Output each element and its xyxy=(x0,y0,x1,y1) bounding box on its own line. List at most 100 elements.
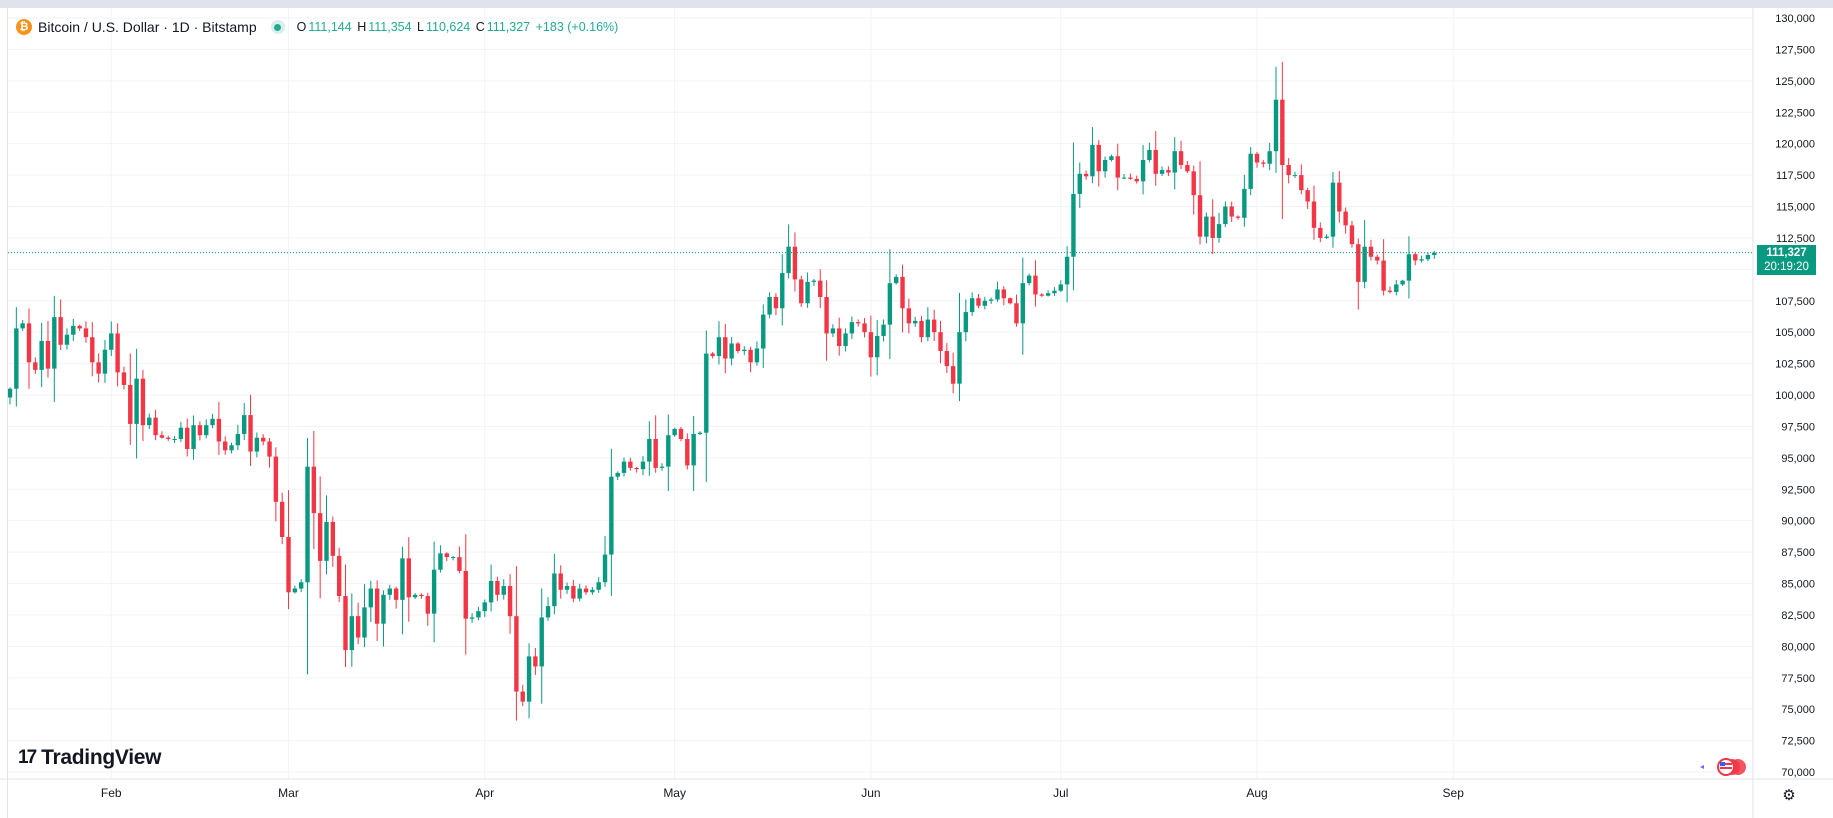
symbol-legend[interactable]: ₿ Bitcoin / U.S. Dollar · 1D · Bitstamp … xyxy=(16,17,620,37)
candle-body xyxy=(906,308,912,324)
candle-body xyxy=(830,328,836,334)
candle-body xyxy=(894,276,899,284)
candle-body xyxy=(191,425,196,450)
candle-body xyxy=(463,570,468,619)
left-border xyxy=(7,8,8,818)
candle-body xyxy=(615,472,620,477)
candle-body xyxy=(1077,173,1082,194)
candle-body xyxy=(1014,303,1019,324)
candle-body xyxy=(1356,244,1361,282)
x-tick-label: Feb xyxy=(101,786,122,800)
candle-body xyxy=(64,334,70,345)
candle-body xyxy=(1166,170,1171,173)
candle-body xyxy=(1115,156,1120,178)
candle-body xyxy=(134,378,139,424)
candle-body xyxy=(754,348,760,363)
candle-body xyxy=(1039,294,1044,296)
candle-body xyxy=(1128,177,1133,179)
candle-body xyxy=(672,428,677,436)
candle-body xyxy=(723,337,728,359)
candle-body xyxy=(254,437,260,452)
candle-body xyxy=(140,378,146,426)
candle-body xyxy=(26,323,32,363)
candle-body xyxy=(166,437,171,439)
candle-body xyxy=(147,417,152,426)
high-key: H xyxy=(357,20,367,34)
candle-body xyxy=(1178,151,1184,166)
candle-body xyxy=(235,433,241,446)
candle-body xyxy=(1058,284,1063,291)
candle-body xyxy=(286,537,291,593)
candle-body xyxy=(666,435,671,467)
candle-body xyxy=(362,607,367,638)
candle-body xyxy=(887,283,893,325)
candle-body xyxy=(1197,195,1203,237)
candle-body xyxy=(868,332,874,358)
candle-body xyxy=(583,588,589,593)
candle-body xyxy=(602,554,608,583)
candle-body xyxy=(900,276,905,309)
candle-body xyxy=(925,319,931,338)
candle-body xyxy=(1096,144,1101,172)
x-tick-label: May xyxy=(663,786,686,800)
candle-body xyxy=(1001,289,1007,299)
candle-body xyxy=(349,616,355,651)
candle-body xyxy=(1185,165,1190,172)
candle-body xyxy=(1204,216,1209,237)
candle-body xyxy=(976,298,981,306)
candle-body xyxy=(596,582,601,590)
candle-body xyxy=(412,594,418,598)
y-tick-label: 87,500 xyxy=(1781,547,1815,559)
candle-body xyxy=(197,425,203,436)
candle-body xyxy=(558,573,563,590)
candle-body xyxy=(1273,99,1279,152)
candle-body xyxy=(1261,162,1266,164)
candle-body xyxy=(716,337,722,357)
y-tick-label: 127,500 xyxy=(1775,44,1815,56)
low-key: L xyxy=(417,20,424,34)
candle-body xyxy=(837,328,842,346)
candle-body xyxy=(1083,173,1089,177)
candle-body xyxy=(1406,254,1412,281)
candle-body xyxy=(742,349,747,352)
candle-body xyxy=(14,328,19,389)
candle-body xyxy=(691,433,696,466)
candle-body xyxy=(875,335,880,358)
close-key: C xyxy=(475,20,485,34)
ohlc-values: O 111,144 H 111,354 L 110,624 C 111,327 +183… xyxy=(297,20,621,34)
low-value: 110,624 xyxy=(426,20,471,34)
candle-body xyxy=(488,580,494,603)
candle-body xyxy=(792,246,798,280)
candle-body xyxy=(988,299,994,301)
candle-body xyxy=(368,588,374,608)
candle-body xyxy=(767,296,772,315)
gear-icon[interactable]: ⚙ xyxy=(1782,787,1796,804)
x-tick-label: Aug xyxy=(1246,786,1267,800)
candle-body xyxy=(1248,153,1253,189)
candle-body xyxy=(204,425,209,436)
open-value: 111,144 xyxy=(308,20,352,34)
candle-body xyxy=(590,589,595,593)
top-border xyxy=(0,0,1833,8)
candle-body xyxy=(425,596,430,614)
flag-icon[interactable] xyxy=(1698,757,1750,777)
candle-body xyxy=(336,555,342,597)
candle-body xyxy=(45,340,51,369)
candle-body xyxy=(1394,284,1399,292)
candle-body xyxy=(843,333,848,346)
candle-body xyxy=(1419,259,1424,261)
candle-body xyxy=(1020,283,1025,324)
tradingview-logo[interactable]: 17 TradingView xyxy=(18,746,161,770)
tradingview-wordmark: TradingView xyxy=(41,746,162,769)
candle-body xyxy=(659,466,665,468)
candle-body xyxy=(71,325,76,335)
candle-body xyxy=(1311,201,1317,228)
candle-body xyxy=(514,616,519,692)
market-status-icon[interactable] xyxy=(270,20,285,34)
symbol-title[interactable]: Bitcoin / U.S. Dollar · 1D · Bitstamp xyxy=(38,19,257,35)
candle-body xyxy=(20,323,25,329)
candle-body xyxy=(1375,256,1380,261)
candle-body xyxy=(811,280,817,282)
